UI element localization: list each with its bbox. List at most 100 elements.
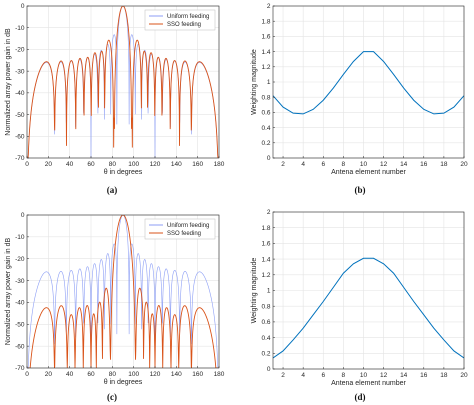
x-tick-label: 12	[380, 372, 388, 379]
y-tick-label: 1	[267, 288, 271, 295]
y-tick-label: 1.4	[261, 49, 270, 56]
y-axis-label: Weighting magnitude	[251, 258, 258, 324]
legend: Uniform feeding SSO feeding	[144, 9, 216, 31]
x-tick-label: 20	[45, 371, 53, 378]
tick-labels: 2 4 6 8 10 12 14 16 18 20 0 0.2 0.4 0.6 0.8 1 1.2 1.4 1.6 1…	[261, 3, 468, 168]
y-tick-label: 1.8	[261, 18, 270, 25]
y-tick-label: 0	[21, 3, 25, 10]
x-tick-label: 10	[360, 372, 368, 379]
series-group	[27, 6, 219, 158]
x-tick-label: 8	[342, 372, 346, 379]
x-tick-label: 120	[150, 161, 161, 168]
legend-entry: SSO feeding	[167, 231, 201, 237]
x-tick-label: 0	[25, 371, 29, 378]
y-tick-label: -10	[15, 25, 25, 32]
chart-a: 0 20 40 60 80 100 120 140 160 180 0 -10 -20 -30 -40 -50…	[5, 3, 225, 195]
y-tick-label: 0.8	[261, 303, 270, 310]
y-tick-label: -40	[15, 90, 25, 97]
panel-label: (d)	[355, 392, 366, 402]
axes-frame	[26, 5, 220, 159]
x-tick-label: 40	[66, 161, 74, 168]
panel-label: (a)	[107, 185, 118, 195]
x-tick-label: 0	[25, 161, 29, 168]
x-tick-label: 14	[400, 372, 408, 379]
x-axis-label: Antena element number	[331, 169, 406, 176]
tick-labels: 0 20 40 60 80 100 120 140 160 180 0 -10 -20 -30 -40 -50…	[15, 3, 225, 168]
x-tick-label: 100	[128, 161, 139, 168]
y-tick-label: 1.6	[261, 241, 270, 248]
series-group	[27, 215, 219, 368]
x-tick-label: 60	[87, 161, 95, 168]
axes-frame	[26, 214, 220, 369]
x-tick-label: 100	[128, 371, 139, 378]
x-tick-label: 18	[440, 372, 448, 379]
x-tick-label: 14	[400, 161, 408, 168]
x-axis-label: θ in degrees	[104, 379, 143, 386]
panel-label: (b)	[355, 185, 366, 195]
x-tick-label: 40	[66, 371, 74, 378]
y-tick-label: 0	[267, 366, 271, 373]
y-tick-label: 0.8	[261, 94, 270, 101]
tick-labels: 0 20 40 60 80 100 120 140 160 180 0 -10 -20 -30 -40 -50…	[15, 212, 225, 378]
x-tick-label: 20	[460, 161, 468, 168]
plot-area	[27, 6, 219, 158]
chart-c: 0 20 40 60 80 100 120 140 160 180 0 -10 -20 -30 -40 -50…	[5, 212, 225, 402]
x-tick-label: 6	[321, 372, 325, 379]
x-tick-label: 16	[420, 161, 428, 168]
y-tick-label: -10	[15, 234, 25, 241]
legend-box	[144, 218, 216, 240]
panel-label: (c)	[107, 392, 117, 402]
y-tick-label: 0.4	[261, 335, 270, 342]
x-tick-label: 16	[420, 372, 428, 379]
y-tick-label: 0.6	[261, 319, 270, 326]
y-tick-label: -40	[15, 300, 25, 307]
x-tick-label: 140	[171, 371, 182, 378]
x-tick-label: 120	[150, 371, 161, 378]
x-tick-label: 80	[109, 371, 117, 378]
y-tick-label: -20	[15, 256, 25, 263]
series-uniform-feeding	[27, 215, 219, 368]
series-sso-feeding	[27, 215, 219, 368]
y-tick-label: 1.6	[261, 34, 270, 41]
y-tick-label: -30	[15, 68, 25, 75]
y-tick-label: 1	[267, 79, 271, 86]
legend-entry: Uniform feeding	[167, 223, 209, 229]
y-tick-label: -70	[15, 155, 25, 162]
x-tick-label: 20	[45, 161, 53, 168]
chart-b: 2 4 6 8 10 12 14 16 18 20 0 0.2 0.4 0.6 0.8 1 1.2 1.4 1.6 1…	[251, 3, 468, 195]
y-tick-label: -50	[15, 321, 25, 328]
y-tick-label: 0	[267, 155, 271, 162]
y-tick-label: 1.2	[261, 64, 270, 71]
x-tick-label: 2	[281, 161, 285, 168]
y-tick-label: 1.8	[261, 225, 270, 232]
y-tick-label: -30	[15, 278, 25, 285]
x-tick-label: 80	[109, 161, 117, 168]
x-tick-label: 2	[281, 372, 285, 379]
y-tick-label: 1.4	[261, 256, 270, 263]
y-tick-label: 2	[267, 209, 271, 216]
series-weighting	[273, 51, 464, 115]
x-axis-label: Antena element number	[331, 380, 406, 387]
x-tick-label: 160	[192, 371, 203, 378]
series-weighting	[273, 257, 464, 359]
plot-area	[27, 215, 219, 368]
y-tick-label: -50	[15, 112, 25, 119]
y-tick-label: 0.4	[261, 125, 270, 132]
x-tick-label: 10	[360, 161, 368, 168]
series-sso-feeding	[27, 6, 219, 158]
y-tick-label: 0.2	[261, 140, 270, 147]
legend: Uniform feeding SSO feeding	[144, 218, 216, 240]
legend-entry: Uniform feeding	[167, 14, 209, 20]
x-tick-label: 180	[214, 161, 225, 168]
tick-labels: 2 4 6 8 10 12 14 16 18 20 0 0.2 0.4 0.6 0.8 1 1.2 1.4 1.6 1…	[261, 209, 468, 379]
x-tick-label: 8	[342, 161, 346, 168]
y-axis-label: Normalized array power gain in dB	[5, 28, 12, 136]
x-tick-label: 140	[171, 161, 182, 168]
y-axis-label: Normalized array power gain in dB	[5, 237, 12, 345]
x-tick-label: 60	[87, 371, 95, 378]
y-tick-label: -20	[15, 47, 25, 54]
legend-box	[144, 9, 216, 31]
x-tick-label: 6	[321, 161, 325, 168]
x-tick-label: 4	[301, 372, 305, 379]
